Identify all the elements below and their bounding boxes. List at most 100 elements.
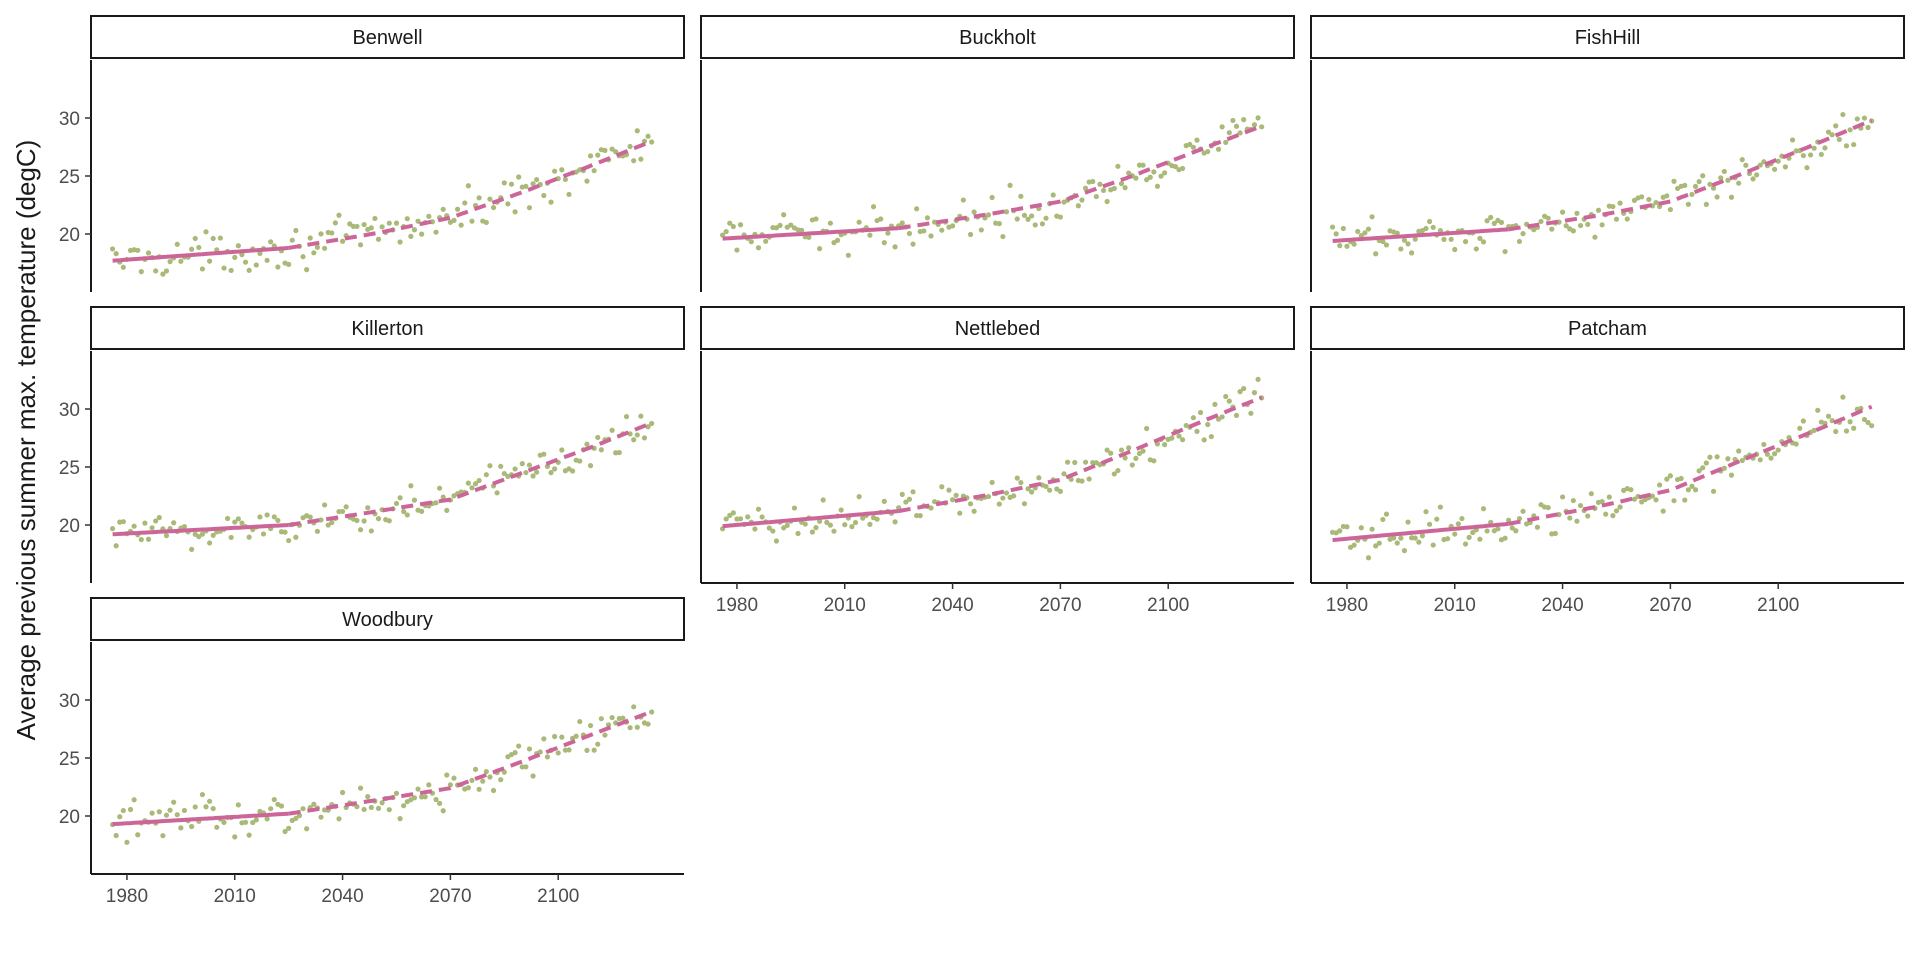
data-point: [641, 138, 648, 144]
panel-killerton: Killerton 20 25 30: [59, 306, 685, 583]
data-point: [1190, 144, 1196, 150]
data-point: [1714, 194, 1720, 200]
data-point: [1032, 222, 1038, 228]
data-point: [268, 239, 274, 245]
data-point: [304, 267, 310, 273]
data-point: [401, 803, 407, 809]
data-point: [516, 174, 522, 180]
data-point: [472, 481, 479, 487]
data-point: [1151, 458, 1157, 464]
data-point: [361, 806, 367, 813]
data-point: [867, 232, 873, 238]
data-point: [311, 801, 317, 807]
data-point: [1455, 521, 1461, 527]
data-point: [221, 819, 227, 825]
data-point: [1757, 457, 1763, 463]
data-point: [508, 181, 515, 187]
data-point: [433, 500, 439, 506]
data-point: [1833, 428, 1839, 435]
data-point: [1237, 389, 1243, 395]
data-point: [386, 807, 392, 813]
data-point: [135, 832, 141, 838]
data-point: [1577, 502, 1584, 509]
data-point: [1502, 535, 1508, 541]
data-point: [1025, 216, 1031, 222]
data-point: [196, 244, 202, 251]
data-point: [827, 220, 833, 226]
x-tick-label: 2100: [537, 886, 579, 907]
trend-line-observed: [722, 226, 899, 241]
facet-strip: [1310, 306, 1905, 350]
data-point: [1176, 433, 1182, 439]
data-point: [375, 236, 382, 242]
data-point: [1657, 482, 1663, 488]
data-point: [996, 501, 1002, 507]
data-point: [1021, 501, 1028, 507]
y-tick-label: 20: [59, 225, 80, 246]
data-point: [1144, 425, 1150, 432]
data-point: [1003, 209, 1010, 215]
data-point: [834, 237, 841, 243]
data-point: [1470, 529, 1476, 536]
y-tick-label: 30: [59, 691, 80, 712]
data-point: [1829, 418, 1835, 424]
data-point: [1520, 508, 1526, 514]
data-point: [1516, 516, 1523, 522]
data-point: [1789, 137, 1796, 143]
data-point: [1126, 170, 1132, 176]
data-point: [109, 246, 116, 252]
data-point: [1671, 498, 1677, 504]
panel-buckholt: Buckholt: [700, 15, 1295, 292]
data-point: [135, 247, 141, 253]
data-point: [250, 819, 256, 826]
data-point: [921, 228, 927, 234]
data-point: [440, 808, 446, 814]
data-point: [1653, 199, 1659, 206]
data-point: [289, 237, 295, 243]
data-point: [1427, 521, 1433, 527]
data-point: [573, 733, 579, 739]
data-point: [1000, 233, 1006, 240]
data-point: [555, 750, 561, 756]
data-point: [293, 534, 299, 540]
data-point: [386, 518, 392, 524]
data-point: [924, 215, 931, 221]
data-points: [109, 704, 655, 845]
data-points: [1329, 394, 1875, 561]
data-point: [282, 529, 288, 535]
data-point: [1003, 490, 1010, 496]
data-point: [207, 258, 213, 264]
data-point: [1194, 137, 1200, 143]
data-point: [260, 531, 267, 537]
y-axis-label: Average previous summer max. temperature…: [11, 140, 41, 741]
data-point: [1682, 182, 1688, 188]
data-point: [314, 528, 321, 534]
data-point: [719, 232, 726, 238]
data-point: [1689, 483, 1695, 489]
data-point: [1380, 516, 1386, 523]
data-point: [163, 268, 170, 274]
data-point: [631, 704, 637, 710]
data-point: [1179, 165, 1186, 172]
data-point: [737, 516, 744, 522]
data-point: [737, 222, 744, 228]
data-point: [799, 227, 805, 233]
data-point: [1154, 183, 1161, 189]
data-point: [1545, 215, 1551, 221]
data-point: [1804, 165, 1810, 171]
data-point: [1122, 455, 1128, 461]
data-point: [246, 267, 252, 273]
data-point: [1869, 423, 1875, 429]
data-point: [451, 775, 457, 781]
data-point: [1473, 246, 1479, 252]
data-point: [167, 807, 173, 813]
data-point: [917, 513, 923, 519]
data-point: [1383, 242, 1390, 248]
data-point: [1728, 194, 1735, 200]
data-point: [1639, 194, 1645, 200]
data-point: [375, 516, 382, 522]
data-point: [559, 447, 565, 453]
trend-line-observed: [1332, 521, 1509, 543]
data-point: [881, 240, 887, 246]
data-point: [910, 241, 916, 247]
